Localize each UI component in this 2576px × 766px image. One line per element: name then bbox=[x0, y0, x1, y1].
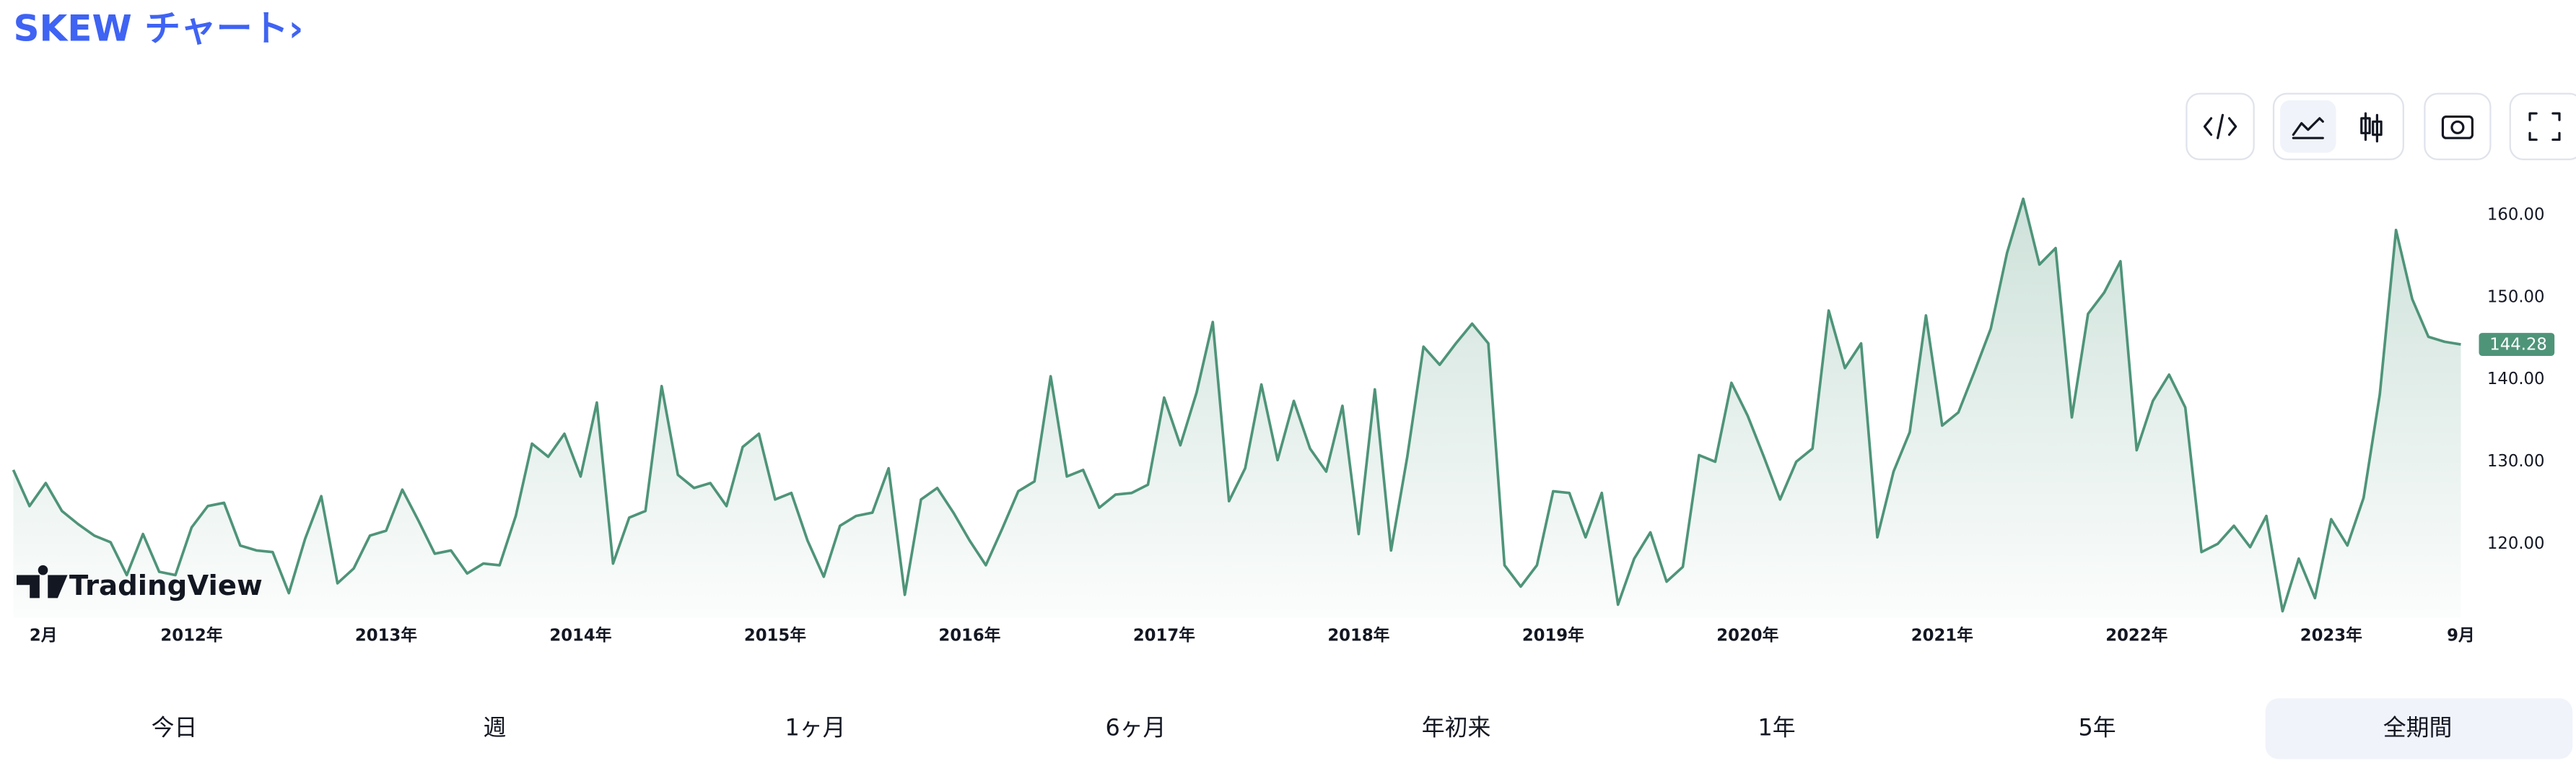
range-bar: 今日 週 1ヶ月 6ヶ月 年初来 1年 5年 全期間 bbox=[152, 713, 2453, 741]
last-price-label: 144.28 bbox=[2489, 336, 2547, 354]
watermark-text: TradingView bbox=[69, 570, 263, 602]
range-button[interactable]: 今日 bbox=[152, 713, 198, 741]
range-button[interactable]: 週 bbox=[484, 713, 507, 741]
snapshot-button[interactable] bbox=[2424, 92, 2492, 160]
candle-type-button[interactable] bbox=[2341, 100, 2397, 153]
x-tick-label: 2018年 bbox=[1327, 625, 1389, 645]
x-tick-label: 2月 bbox=[30, 626, 58, 645]
price-line bbox=[12, 197, 2461, 613]
area-fill bbox=[13, 199, 2461, 618]
y-tick-label: 160.00 bbox=[2487, 206, 2545, 225]
range-button[interactable]: 年初来 bbox=[1422, 713, 1491, 741]
y-tick-label: 140.00 bbox=[2487, 370, 2545, 388]
chart-title[interactable]: SKEW チャート› bbox=[13, 8, 303, 50]
x-tick-label: 2021年 bbox=[1911, 625, 1973, 645]
camera-icon bbox=[2441, 115, 2474, 139]
area-icon bbox=[2292, 117, 2324, 139]
active-range-highlight bbox=[2265, 698, 2573, 760]
range-button[interactable]: 1ヶ月 bbox=[785, 713, 846, 741]
x-tick-label: 2017年 bbox=[1133, 625, 1195, 645]
x-tick-label: 2015年 bbox=[744, 625, 806, 645]
range-button[interactable]: 全期間 bbox=[2383, 713, 2453, 741]
x-tick-label: 2022年 bbox=[2105, 625, 2167, 645]
plot-area: 120.00 130.00 140.00 150.00 160.00 2月 2012年 201… bbox=[12, 197, 2555, 645]
watermark-logo bbox=[16, 565, 68, 599]
last-price-badge bbox=[2479, 333, 2555, 356]
x-tick-label: 2013年 bbox=[355, 625, 417, 645]
y-tick-label: 120.00 bbox=[2487, 534, 2545, 553]
fullscreen-button[interactable] bbox=[2509, 92, 2576, 160]
toolbar bbox=[2186, 92, 2576, 160]
x-tick-label: 2023年 bbox=[2300, 625, 2362, 645]
x-tick-label: 2012年 bbox=[160, 625, 222, 645]
x-tick-label: 2014年 bbox=[549, 625, 611, 645]
camera-lens bbox=[2450, 120, 2465, 134]
y-tick-label: 150.00 bbox=[2487, 287, 2545, 306]
range-button[interactable]: 6ヶ月 bbox=[1106, 713, 1166, 741]
range-button[interactable]: 5年 bbox=[2079, 713, 2116, 741]
y-tick-label: 130.00 bbox=[2487, 452, 2545, 471]
x-tick-label: 2020年 bbox=[1716, 625, 1778, 645]
x-tick-label: 9月 bbox=[2447, 626, 2475, 645]
x-tick-label: 2016年 bbox=[938, 625, 1000, 645]
embed-icon bbox=[2203, 113, 2237, 139]
fullscreen-icon bbox=[2528, 112, 2561, 142]
x-tick-label: 2019年 bbox=[1522, 625, 1584, 645]
watermark: TradingView bbox=[16, 565, 263, 602]
range-button[interactable]: 1年 bbox=[1758, 713, 1795, 741]
area-type-button[interactable] bbox=[2280, 100, 2336, 153]
